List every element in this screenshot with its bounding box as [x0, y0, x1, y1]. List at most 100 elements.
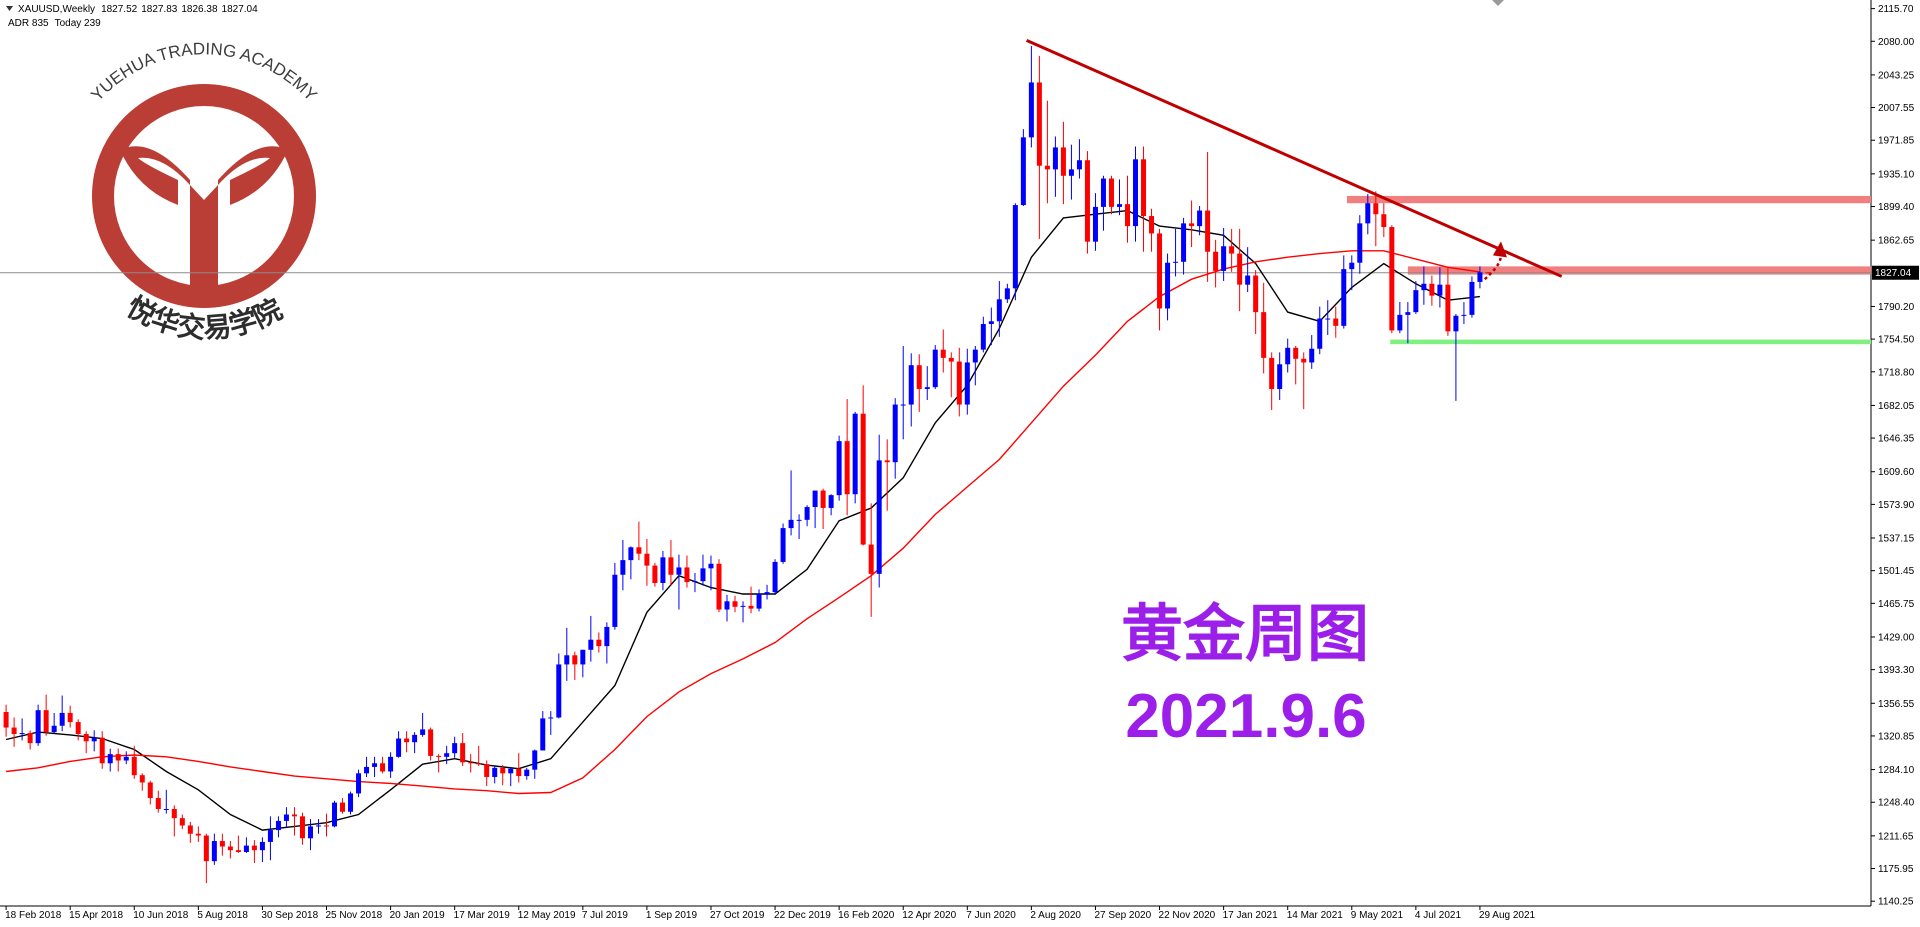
- candle-body: [1261, 312, 1267, 358]
- x-tick-label: 14 Mar 2021: [1287, 910, 1344, 921]
- candle-body: [1365, 203, 1371, 224]
- candle-body: [163, 809, 169, 811]
- candle-body: [700, 568, 706, 582]
- x-tick-label: 17 Jan 2021: [1223, 910, 1278, 921]
- y-tick-label: 1971.85: [1878, 136, 1915, 147]
- candle-body: [916, 365, 922, 389]
- y-tick-label: 1537.15: [1878, 534, 1915, 545]
- candle-body: [299, 816, 305, 839]
- candle-body: [548, 717, 554, 719]
- candle-body: [532, 750, 538, 770]
- candle-body: [1349, 262, 1355, 270]
- candle-body: [1405, 312, 1411, 315]
- candle-body: [1125, 204, 1130, 227]
- candle-body: [195, 833, 201, 836]
- candle-body: [996, 299, 1002, 322]
- candle-body: [1221, 246, 1227, 271]
- candle-body: [1437, 284, 1443, 296]
- candle-body: [147, 782, 153, 799]
- candle-body: [828, 495, 834, 508]
- candle-body: [356, 773, 362, 794]
- candle-body: [780, 528, 786, 562]
- candle-body: [99, 737, 105, 764]
- candle-body: [908, 365, 914, 405]
- candle-body: [107, 754, 113, 764]
- candle-body: [171, 809, 177, 819]
- high: 1827.83: [141, 4, 178, 15]
- candle-body: [924, 387, 930, 389]
- candle-body: [1205, 210, 1211, 252]
- candle-body: [724, 601, 730, 610]
- candle-body: [876, 460, 882, 574]
- candle-body: [1293, 347, 1299, 359]
- candle-body: [219, 841, 225, 847]
- candle-body: [131, 756, 137, 776]
- candle-body: [636, 547, 642, 554]
- candle-body: [11, 727, 17, 734]
- candle-body: [1028, 82, 1034, 138]
- candle-body: [748, 605, 754, 609]
- candle-body: [388, 756, 394, 772]
- candle-body: [267, 830, 273, 842]
- y-tick-label: 1899.40: [1878, 202, 1915, 213]
- candle-body: [227, 846, 233, 851]
- candle-body: [115, 754, 121, 761]
- y-tick-label: 1211.65: [1878, 831, 1914, 842]
- candle-body: [27, 733, 33, 744]
- y-tick-label: 1682.05: [1878, 401, 1915, 412]
- x-tick-label: 29 Aug 2021: [1479, 910, 1536, 921]
- y-tick-label: 1754.50: [1878, 335, 1915, 346]
- symbol: XAUUSD,Weekly: [18, 4, 95, 15]
- candle-body: [1020, 137, 1026, 206]
- y-tick-label: 2007.55: [1878, 103, 1915, 114]
- candle-body: [1333, 318, 1339, 326]
- candle-body: [716, 563, 722, 610]
- candle-body: [836, 441, 842, 496]
- candle-body: [1052, 147, 1058, 170]
- candle-body: [1341, 269, 1347, 326]
- menu-arrow[interactable]: [6, 6, 13, 11]
- candle-body: [516, 768, 522, 777]
- candle-body: [596, 639, 602, 647]
- candle-body: [139, 775, 145, 783]
- candle-body: [1229, 246, 1235, 254]
- candle-body: [452, 743, 458, 754]
- y-tick-label: 1609.60: [1878, 467, 1915, 478]
- candle-body: [324, 825, 329, 827]
- candle-body: [812, 490, 818, 508]
- y-tick-label: 1935.10: [1878, 169, 1915, 180]
- candle-body: [564, 655, 570, 665]
- candle-body: [492, 767, 498, 777]
- candle-body: [59, 712, 65, 726]
- close: 1827.04: [222, 4, 259, 15]
- zone: [1346, 195, 1871, 204]
- x-tick-label: 15 Apr 2018: [69, 910, 123, 921]
- x-tick-label: 27 Sep 2020: [1094, 910, 1151, 921]
- candle-body: [1357, 223, 1363, 263]
- candle-body: [1301, 358, 1307, 363]
- candle-body: [540, 718, 546, 751]
- candle-body: [332, 802, 338, 827]
- candle-body: [684, 567, 690, 583]
- x-tick-label: 7 Jul 2019: [582, 910, 629, 921]
- y-tick-label: 1248.40: [1878, 798, 1915, 809]
- candle-body: [1165, 262, 1171, 309]
- candle-body: [1309, 348, 1315, 363]
- candle-body: [412, 734, 418, 743]
- current-price-box: [1872, 265, 1919, 280]
- y-tick-label: 1862.65: [1878, 236, 1915, 247]
- x-tick-label: 5 Aug 2018: [197, 910, 248, 921]
- moving-average: [6, 250, 1480, 795]
- candle-body: [892, 404, 898, 463]
- candle-body: [340, 802, 346, 812]
- candle-body: [67, 712, 73, 723]
- header-line: XAUUSD,Weekly 1827.52 1827.83 1826.38 1827.0…: [18, 4, 258, 15]
- candle-body: [468, 762, 474, 764]
- candle-body: [291, 814, 297, 817]
- candle-body: [1108, 178, 1114, 207]
- candle-body: [1461, 314, 1467, 316]
- candle-body: [1485, 272, 1491, 274]
- candle-body: [612, 574, 618, 627]
- x-tick-label: 1 Sep 2019: [646, 910, 698, 921]
